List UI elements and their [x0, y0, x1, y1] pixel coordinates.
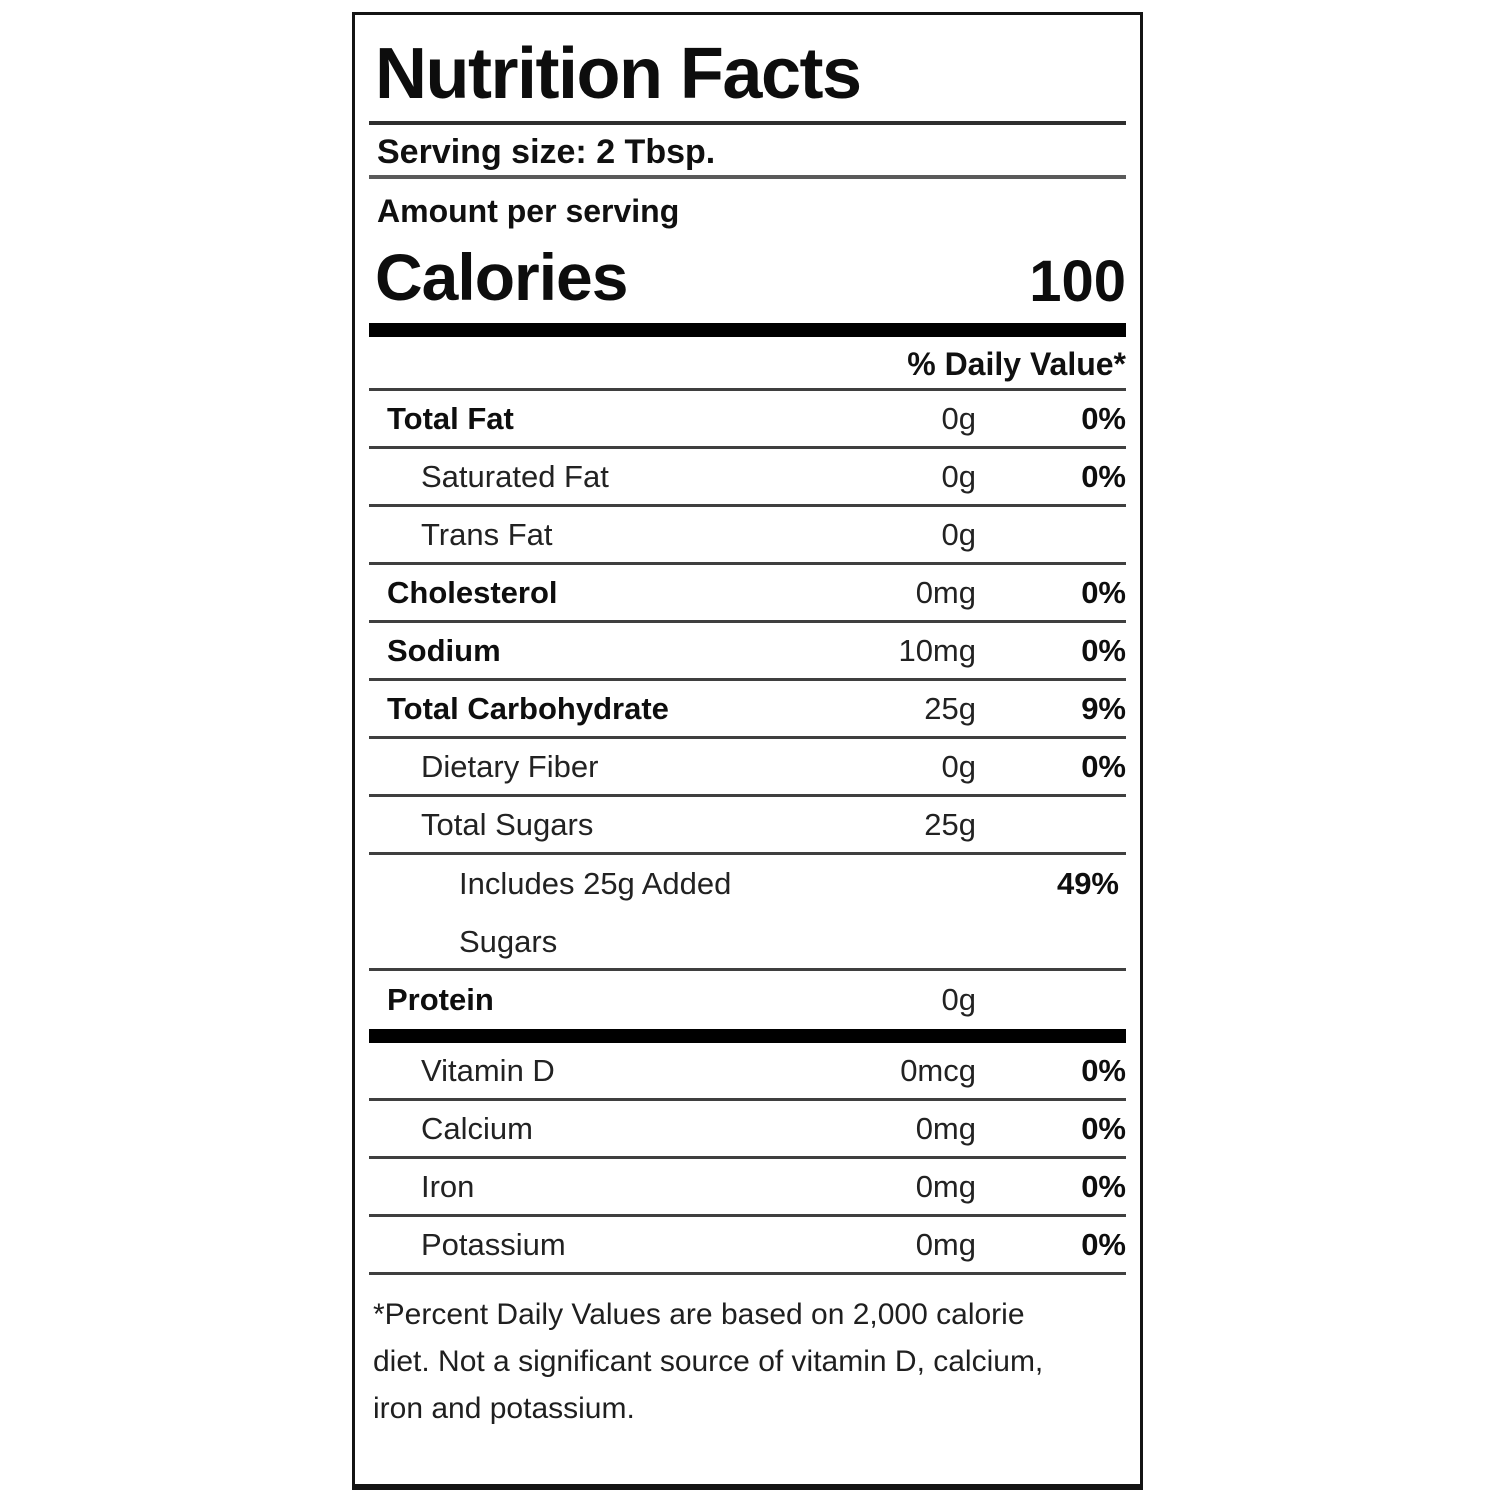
- nutrient-daily-value: 0%: [1081, 632, 1126, 668]
- micronutrient-row: Potassium 0mg 0%: [369, 1217, 1126, 1275]
- nutrient-amount: 25g: [924, 806, 976, 842]
- nutrient-row: Includes 25g Added Sugars 49%: [369, 855, 1126, 971]
- thick-divider-top: [369, 323, 1126, 337]
- nutrient-label: Saturated Fat: [421, 458, 609, 494]
- nutrient-daily-value: 9%: [1081, 690, 1126, 726]
- calories-value: 100: [1029, 249, 1126, 314]
- nutrient-row: Sodium 10mg 0%: [369, 623, 1126, 681]
- nutrient-daily-value: 0%: [1081, 458, 1126, 494]
- nutrient-rows-section: Total Fat 0g 0% Saturated Fat 0g 0% Trans Fat 0…: [369, 391, 1126, 1029]
- nutrient-amount: 0g: [941, 982, 976, 1017]
- micronutrient-row: Calcium 0mg 0%: [369, 1101, 1126, 1159]
- nutrition-facts-label: Nutrition Facts Serving size: 2 Tbsp. Am…: [352, 12, 1143, 1490]
- micronutrient-amount: 0mcg: [900, 1052, 976, 1088]
- nutrient-label: Total Sugars: [421, 806, 594, 842]
- nutrient-amount: 0g: [941, 400, 976, 436]
- micronutrient-daily-value: 0%: [1081, 1168, 1126, 1204]
- nutrient-row: Total Fat 0g 0%: [369, 391, 1126, 449]
- micronutrient-amount: 0mg: [915, 1168, 976, 1204]
- label-title: Nutrition Facts: [369, 15, 1126, 125]
- nutrient-label: Dietary Fiber: [421, 748, 599, 784]
- micronutrient-daily-value: 0%: [1081, 1226, 1126, 1262]
- footnote: *Percent Daily Values are based on 2,000…: [373, 1298, 1044, 1425]
- nutrient-amount: 0g: [941, 748, 976, 784]
- micronutrient-row: Iron 0mg 0%: [369, 1159, 1126, 1217]
- nutrient-label: Includes 25g Added Sugars: [459, 866, 732, 959]
- nutrient-amount: 25g: [924, 690, 976, 726]
- nutrient-row: Trans Fat 0g: [369, 507, 1126, 565]
- nutrient-row: Protein 0g: [369, 971, 1126, 1029]
- nutrient-row: Saturated Fat 0g 0%: [369, 449, 1126, 507]
- nutrient-row: Cholesterol 0mg 0%: [369, 565, 1126, 623]
- nutrient-amount: 0g: [941, 516, 976, 552]
- nutrient-daily-value: 0%: [1081, 400, 1126, 436]
- calories-label: Calories: [375, 240, 628, 314]
- nutrient-row: Dietary Fiber 0g 0%: [369, 739, 1126, 797]
- nutrient-amount: 0g: [941, 458, 976, 494]
- nutrient-amount: 10mg: [898, 632, 976, 668]
- nutrient-label: Total Fat: [387, 400, 514, 436]
- micronutrient-daily-value: 0%: [1081, 1052, 1126, 1088]
- nutrient-label: Sodium: [387, 632, 501, 668]
- thick-divider-bottom: [369, 1029, 1126, 1043]
- serving-size: Serving size: 2 Tbsp.: [369, 125, 1126, 179]
- micronutrient-label: Calcium: [421, 1110, 533, 1146]
- nutrient-amount: 0mg: [915, 574, 976, 610]
- micronutrient-label: Vitamin D: [421, 1052, 555, 1088]
- nutrient-label: Protein: [387, 982, 494, 1017]
- nutrient-row: Total Sugars 25g: [369, 797, 1126, 855]
- calories-row: Calories 100: [369, 231, 1126, 323]
- micronutrient-amount: 0mg: [915, 1226, 976, 1262]
- nutrient-label: Total Carbohydrate: [387, 690, 669, 726]
- micronutrient-label: Potassium: [421, 1226, 566, 1262]
- daily-value-header: % Daily Value*: [369, 337, 1126, 391]
- micronutrient-amount: 0mg: [915, 1110, 976, 1146]
- nutrient-daily-value: 49%: [1056, 866, 1119, 901]
- micronutrient-daily-value: 0%: [1081, 1110, 1126, 1146]
- nutrient-daily-value: 0%: [1081, 748, 1126, 784]
- amount-per-serving: Amount per serving: [377, 193, 680, 229]
- nutrient-row: Total Carbohydrate 25g 9%: [369, 681, 1126, 739]
- micronutrient-rows-section: Vitamin D 0mcg 0% Calcium 0mg 0% Iron 0mg 0% Pota…: [369, 1043, 1126, 1275]
- nutrient-label: Cholesterol: [387, 574, 558, 610]
- nutrient-daily-value: 0%: [1081, 574, 1126, 610]
- micronutrient-label: Iron: [421, 1168, 475, 1204]
- micronutrient-row: Vitamin D 0mcg 0%: [369, 1043, 1126, 1101]
- nutrient-label: Trans Fat: [421, 516, 553, 552]
